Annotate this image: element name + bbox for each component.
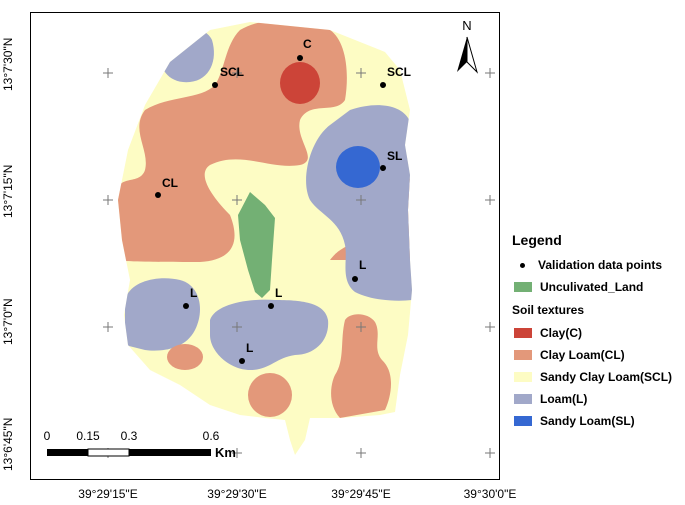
point-label: C [303, 37, 312, 51]
legend-section-title: Soil textures [512, 303, 585, 317]
scale-unit: Km [215, 445, 236, 460]
validation-point [212, 82, 218, 88]
north-arrow-label: N [462, 18, 471, 33]
scale-bar: 0 0.15 0.3 0.6 Km [44, 429, 236, 460]
uncultivated-land [238, 192, 275, 298]
validation-points: C SCL SCL SL CL L L L L [155, 37, 411, 364]
validation-point [352, 276, 358, 282]
longitude-label: 39°30'0"E [463, 487, 517, 501]
latitude-label: 13°7'30"N [1, 37, 15, 91]
latitude-label: 13°7'0"N [1, 298, 15, 345]
cl-zone-small-south [167, 344, 203, 370]
scale-label: 0 [44, 429, 51, 443]
legend-label: Clay Loam(CL) [540, 348, 625, 362]
cl-zone-southeast [331, 314, 391, 418]
point-label: L [275, 286, 282, 300]
legend-item-uncultivated: Unculivated_Land [510, 276, 685, 298]
point-label: CL [162, 176, 178, 190]
swatch-uncultivated [514, 282, 532, 292]
validation-point [239, 358, 245, 364]
swatch-loam [514, 394, 532, 404]
l-zone-east [306, 105, 412, 301]
clay-zone [280, 62, 320, 104]
validation-point [297, 55, 303, 61]
point-label: L [190, 286, 197, 300]
legend-label: Clay(C) [540, 326, 583, 340]
legend-item-sandy-loam: Sandy Loam(SL) [510, 410, 685, 432]
validation-point [380, 165, 386, 171]
legend-item-clay: Clay(C) [510, 322, 685, 344]
longitude-label: 39°29'45"E [331, 487, 391, 501]
legend-item-validation: Validation data points [510, 254, 685, 276]
swatch-sandy-loam [514, 416, 532, 426]
soil-texture-map [118, 22, 412, 455]
legend: Legend Validation data points Unculivate… [510, 232, 685, 432]
l-zone-southwest [125, 278, 200, 351]
validation-point [155, 192, 161, 198]
swatch-clay [514, 328, 532, 338]
legend-label: Loam(L) [540, 392, 588, 406]
longitude-label: 39°29'15"E [78, 487, 138, 501]
validation-point [183, 303, 189, 309]
l-zone-northwest [159, 27, 214, 83]
scale-label: 0.15 [76, 429, 100, 443]
legend-label: Sandy Loam(SL) [540, 414, 635, 428]
scale-label: 0.3 [121, 429, 138, 443]
legend-item-loam: Loam(L) [510, 388, 685, 410]
scale-label: 0.6 [203, 429, 220, 443]
north-arrow: N [457, 18, 479, 74]
cl-zone-round-south [248, 373, 292, 417]
sandy-loam-zone [336, 146, 380, 188]
legend-label: Unculivated_Land [540, 280, 644, 294]
longitude-label: 39°29'30"E [207, 487, 267, 501]
swatch-clay-loam [514, 350, 532, 360]
latitude-label: 13°6'45"N [1, 417, 15, 471]
legend-item-sandy-clay-loam: Sandy Clay Loam(SCL) [510, 366, 685, 388]
point-label: L [246, 341, 253, 355]
validation-point [380, 82, 386, 88]
validation-point [268, 303, 274, 309]
latitude-label: 13°7'15"N [1, 164, 15, 218]
l-zone-south [210, 299, 329, 370]
swatch-sandy-clay-loam [514, 372, 532, 382]
legend-label: Sandy Clay Loam(SCL) [540, 370, 673, 384]
legend-item-clay-loam: Clay Loam(CL) [510, 344, 685, 366]
point-icon [520, 262, 525, 268]
point-label: SL [387, 149, 402, 163]
point-label: L [359, 258, 366, 272]
north-arrow-icon [457, 37, 467, 72]
legend-title: Legend [512, 232, 562, 248]
point-label: SCL [387, 65, 411, 79]
point-label: SCL [220, 65, 244, 79]
legend-label: Validation data points [538, 258, 663, 272]
